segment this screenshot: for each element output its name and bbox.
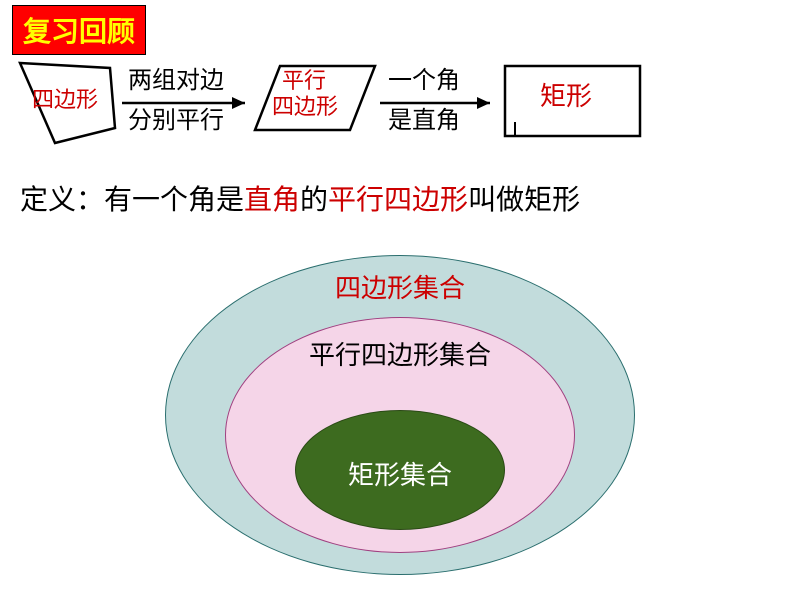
definition-sentence: 定义：有一个角是直角的平行四边形叫做矩形 — [20, 178, 780, 218]
def-part-3: 平行四边形 — [328, 185, 468, 216]
def-part-1: 直角 — [244, 185, 300, 216]
venn-middle-label: 平行四边形集合 — [150, 335, 650, 372]
venn-inner-label: 矩形集合 — [150, 455, 650, 492]
arrow1-label-top: 两组对边 — [128, 66, 224, 96]
venn-outer-label: 四边形集合 — [150, 268, 650, 305]
flow-svg — [10, 48, 790, 158]
shape3-label: 矩形 — [540, 81, 592, 114]
arrow2-label-bottom: 是直角 — [388, 106, 460, 136]
def-part-2: 的 — [300, 185, 328, 216]
right-angle-marker — [515, 122, 529, 136]
arrow1-label-bottom: 分别平行 — [128, 106, 224, 136]
flow-diagram: 四边形 两组对边 分别平行 平行 四边形 一个角 是直角 矩形 — [10, 48, 790, 158]
shape2-label: 平行 四边形 — [282, 68, 338, 121]
review-title-text: 复习回顾 — [23, 17, 135, 48]
shape1-label: 四边形 — [32, 86, 98, 114]
venn-diagram: 四边形集合 平行四边形集合 矩形集合 — [150, 230, 650, 590]
arrow2-label-top: 一个角 — [388, 66, 460, 96]
def-part-0: 定义：有一个角是 — [20, 185, 244, 216]
def-part-4: 叫做矩形 — [468, 185, 580, 216]
